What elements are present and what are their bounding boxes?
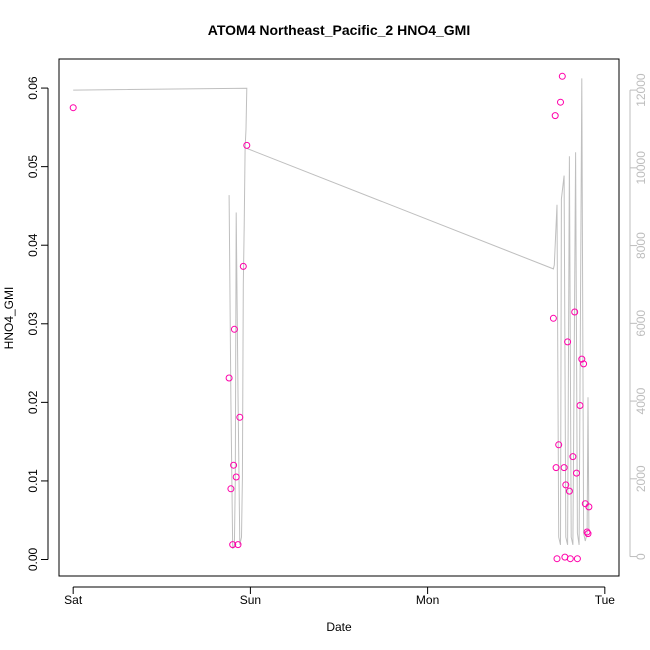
data-point (565, 487, 573, 495)
data-point (576, 402, 584, 409)
data-point (558, 72, 566, 80)
right-y-tick-label: 4000 (634, 387, 648, 414)
data-point (560, 464, 568, 472)
data-point (585, 503, 593, 511)
right-axis-lines (73, 78, 590, 549)
data-point (555, 441, 563, 449)
x-tick-label: Sun (240, 593, 261, 607)
x-tick-label: Tue (595, 593, 616, 607)
y-tick-label: 0.02 (26, 390, 40, 414)
chart-title: ATOM4 Northeast_Pacific_2 HNO4_GMI (208, 22, 470, 38)
data-point (553, 555, 561, 563)
right-y-tick-label: 0 (634, 553, 648, 560)
right-y-axis: 0 2000 4000 6000 8000 10000 12000 (629, 73, 648, 560)
data-point (564, 338, 572, 346)
data-point (230, 325, 238, 333)
right-y-tick-label: 10000 (634, 151, 648, 185)
y-axis: 0.00 0.01 0.02 0.03 0.04 0.05 0.06 (26, 76, 49, 571)
y-tick-label: 0.01 (26, 469, 40, 493)
x-axis: Sat Sun Mon Tue (64, 586, 616, 607)
right-y-tick-label: 8000 (634, 232, 648, 259)
data-point (227, 485, 235, 493)
data-point (578, 355, 586, 363)
x-axis-label: Date (326, 620, 352, 634)
data-point (225, 374, 233, 382)
data-point (580, 360, 588, 368)
right-axis-line-0 (73, 87, 248, 549)
right-y-tick-label: 2000 (634, 465, 648, 492)
right-y-tick-label: 6000 (634, 310, 648, 337)
data-point (566, 555, 574, 563)
plot-frame (58, 58, 620, 577)
data-point (243, 141, 251, 149)
right-y-tick-label: 12000 (634, 73, 648, 107)
data-point (569, 453, 577, 461)
x-tick-label: Sat (64, 593, 83, 607)
y-tick-label: 0.05 (26, 155, 40, 179)
y-tick-label: 0.00 (26, 547, 40, 571)
data-point (573, 469, 580, 477)
data-point (229, 541, 237, 549)
data-point (549, 314, 557, 322)
data-point (239, 262, 247, 270)
y-tick-label: 0.04 (26, 233, 40, 257)
y-tick-label: 0.06 (26, 76, 40, 100)
data-point (234, 541, 242, 549)
data-point (573, 555, 581, 563)
data-point (562, 481, 570, 489)
data-point (232, 473, 240, 481)
data-point (584, 530, 592, 538)
data-point (230, 461, 238, 469)
data-point (557, 98, 564, 106)
y-axis-label: HNO4_GMI (2, 287, 16, 350)
data-point (236, 413, 244, 421)
right-axis-line-1 (246, 78, 590, 546)
y-tick-label: 0.03 (26, 312, 40, 336)
data-point (571, 308, 579, 316)
data-point (552, 464, 560, 472)
data-point (551, 112, 559, 120)
x-tick-label: Mon (416, 593, 439, 607)
data-point (69, 104, 77, 112)
scatter-points (69, 72, 593, 563)
